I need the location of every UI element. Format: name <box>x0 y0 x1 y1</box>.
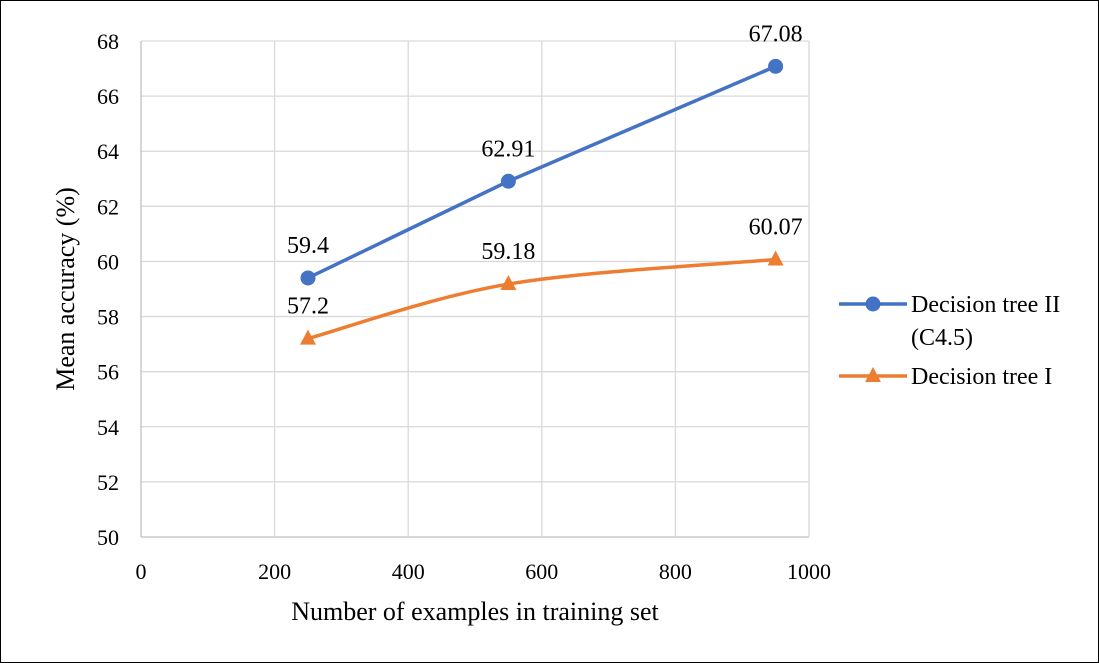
data-label: 67.08 <box>749 21 803 47</box>
series-2-point <box>300 329 316 345</box>
y-tick-label: 52 <box>97 470 119 495</box>
x-tick-label: 800 <box>659 559 692 584</box>
data-label: 60.07 <box>749 215 803 241</box>
data-label: 59.18 <box>481 239 535 265</box>
y-tick-label: 64 <box>97 139 119 164</box>
y-tick-label: 54 <box>97 415 119 440</box>
series-2-point <box>500 275 517 291</box>
y-axis-title: Mean accuracy (%) <box>51 187 80 391</box>
x-tick-label: 1000 <box>787 559 831 584</box>
y-tick-label: 56 <box>97 360 119 385</box>
x-tick-label: 0 <box>136 559 147 584</box>
y-tick-label: 58 <box>97 305 119 330</box>
data-label: 57.2 <box>287 294 329 320</box>
legend-label: Decision tree I <box>911 364 1052 390</box>
legend: Decision tree II (C4.5) Decision tree I <box>839 292 1060 390</box>
legend-label: (C4.5) <box>911 325 973 351</box>
gridlines <box>140 40 810 538</box>
series-1-point <box>768 58 784 74</box>
legend-marker-2 <box>865 367 881 382</box>
legend-label: Decision tree II <box>911 292 1060 318</box>
y-tick-label: 68 <box>97 29 119 54</box>
y-tick-label: 50 <box>97 525 119 550</box>
y-tick-label: 66 <box>97 84 119 109</box>
data-label: 62.91 <box>481 136 535 162</box>
x-tick-label: 400 <box>392 559 425 584</box>
axis-ticks: 50 52 54 56 58 60 62 64 66 68 0 200 400 600 800 1000 <box>97 29 831 584</box>
y-tick-label: 60 <box>97 249 119 274</box>
legend-marker-1 <box>865 296 881 312</box>
x-tick-label: 200 <box>258 559 291 584</box>
series-1-point <box>300 270 316 286</box>
series-2-point <box>767 250 784 266</box>
series-1-point <box>500 173 516 189</box>
data-labels: 59.4 62.91 67.08 57.2 59.18 60.07 <box>287 21 803 319</box>
series-markers <box>300 58 784 345</box>
data-label: 59.4 <box>287 233 329 259</box>
y-tick-label: 62 <box>97 194 119 219</box>
x-tick-label: 600 <box>525 559 558 584</box>
x-axis-title: Number of examples in training set <box>291 597 659 626</box>
